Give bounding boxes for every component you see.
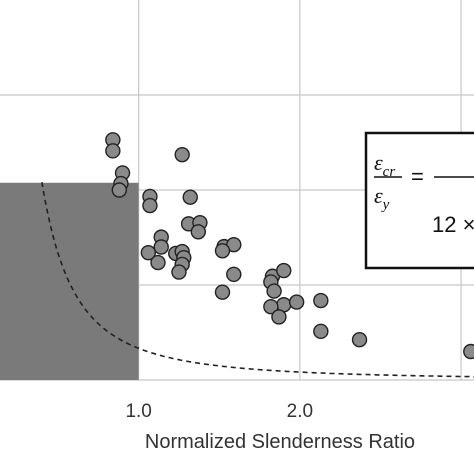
- data-point-21: [171, 264, 187, 280]
- data-point-19: [150, 254, 166, 271]
- data-point-38: [463, 343, 474, 360]
- points-layer: [105, 132, 474, 360]
- x-tick-labels: 1.0 2.0: [125, 401, 313, 422]
- data-point-34: [271, 309, 287, 325]
- data-point-15: [153, 239, 169, 255]
- equation-frame: [364, 131, 474, 270]
- data-point-8: [174, 146, 190, 163]
- x-tick-label-1: 1.0: [125, 401, 151, 422]
- data-point-2: [105, 143, 121, 159]
- data-point-14: [140, 244, 157, 261]
- equation-numerator: εcr: [374, 150, 395, 180]
- dashed-fit-curve: [41, 181, 474, 378]
- data-point-33: [263, 298, 279, 315]
- data-point-7: [142, 197, 158, 214]
- curve-layer: [41, 181, 474, 378]
- equation-denominator: εy: [374, 183, 390, 213]
- equation-equals: =: [411, 164, 424, 189]
- x-tick-label-2: 2.0: [287, 401, 313, 422]
- data-point-32: [288, 294, 305, 310]
- data-point-5: [111, 182, 128, 198]
- data-point-36: [313, 323, 329, 340]
- data-point-24: [214, 243, 231, 259]
- data-point-29: [276, 262, 292, 279]
- data-point-25: [226, 266, 242, 283]
- data-point-30: [266, 283, 282, 299]
- data-point-12: [190, 224, 207, 240]
- data-point-26: [214, 284, 231, 300]
- data-point-37: [351, 332, 368, 348]
- x-axis-label: Normalized Slenderness Ratio: [145, 431, 415, 453]
- data-point-35: [313, 292, 329, 309]
- equation-box: εcr εy = 12 ×: [364, 131, 474, 270]
- equation-right-denominator: 12 ×: [432, 212, 474, 237]
- data-point-9: [182, 189, 198, 205]
